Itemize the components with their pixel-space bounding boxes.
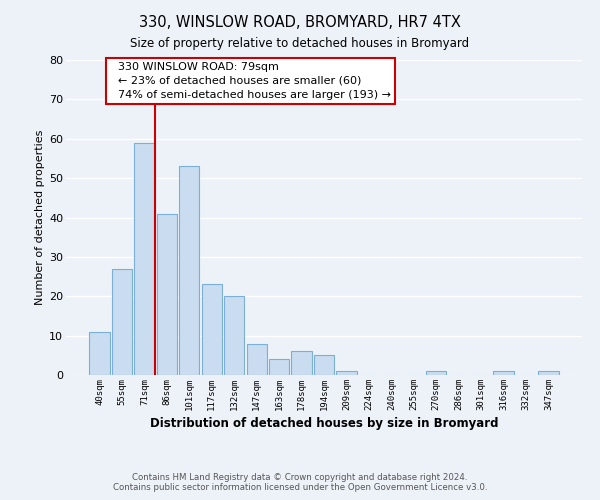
Bar [292,352,311,375]
Bar [202,284,222,375]
Bar [426,371,446,375]
Bar [538,371,559,375]
Bar [314,356,334,375]
Text: Contains HM Land Registry data © Crown copyright and database right 2024.
Contai: Contains HM Land Registry data © Crown c… [113,473,487,492]
Y-axis label: Number of detached properties: Number of detached properties [35,130,45,305]
Bar [89,332,110,375]
Bar [112,268,132,375]
Bar [337,371,356,375]
Bar [247,344,267,375]
Text: Size of property relative to detached houses in Bromyard: Size of property relative to detached ho… [130,38,470,51]
Bar [179,166,199,375]
Bar [134,142,155,375]
X-axis label: Distribution of detached houses by size in Bromyard: Distribution of detached houses by size … [150,417,498,430]
Bar [224,296,244,375]
Bar [157,214,177,375]
Text: 330 WINSLOW ROAD: 79sqm
  ← 23% of detached houses are smaller (60)
  74% of sem: 330 WINSLOW ROAD: 79sqm ← 23% of detache… [111,62,391,100]
Bar [493,371,514,375]
Text: 330, WINSLOW ROAD, BROMYARD, HR7 4TX: 330, WINSLOW ROAD, BROMYARD, HR7 4TX [139,15,461,30]
Bar [269,359,289,375]
